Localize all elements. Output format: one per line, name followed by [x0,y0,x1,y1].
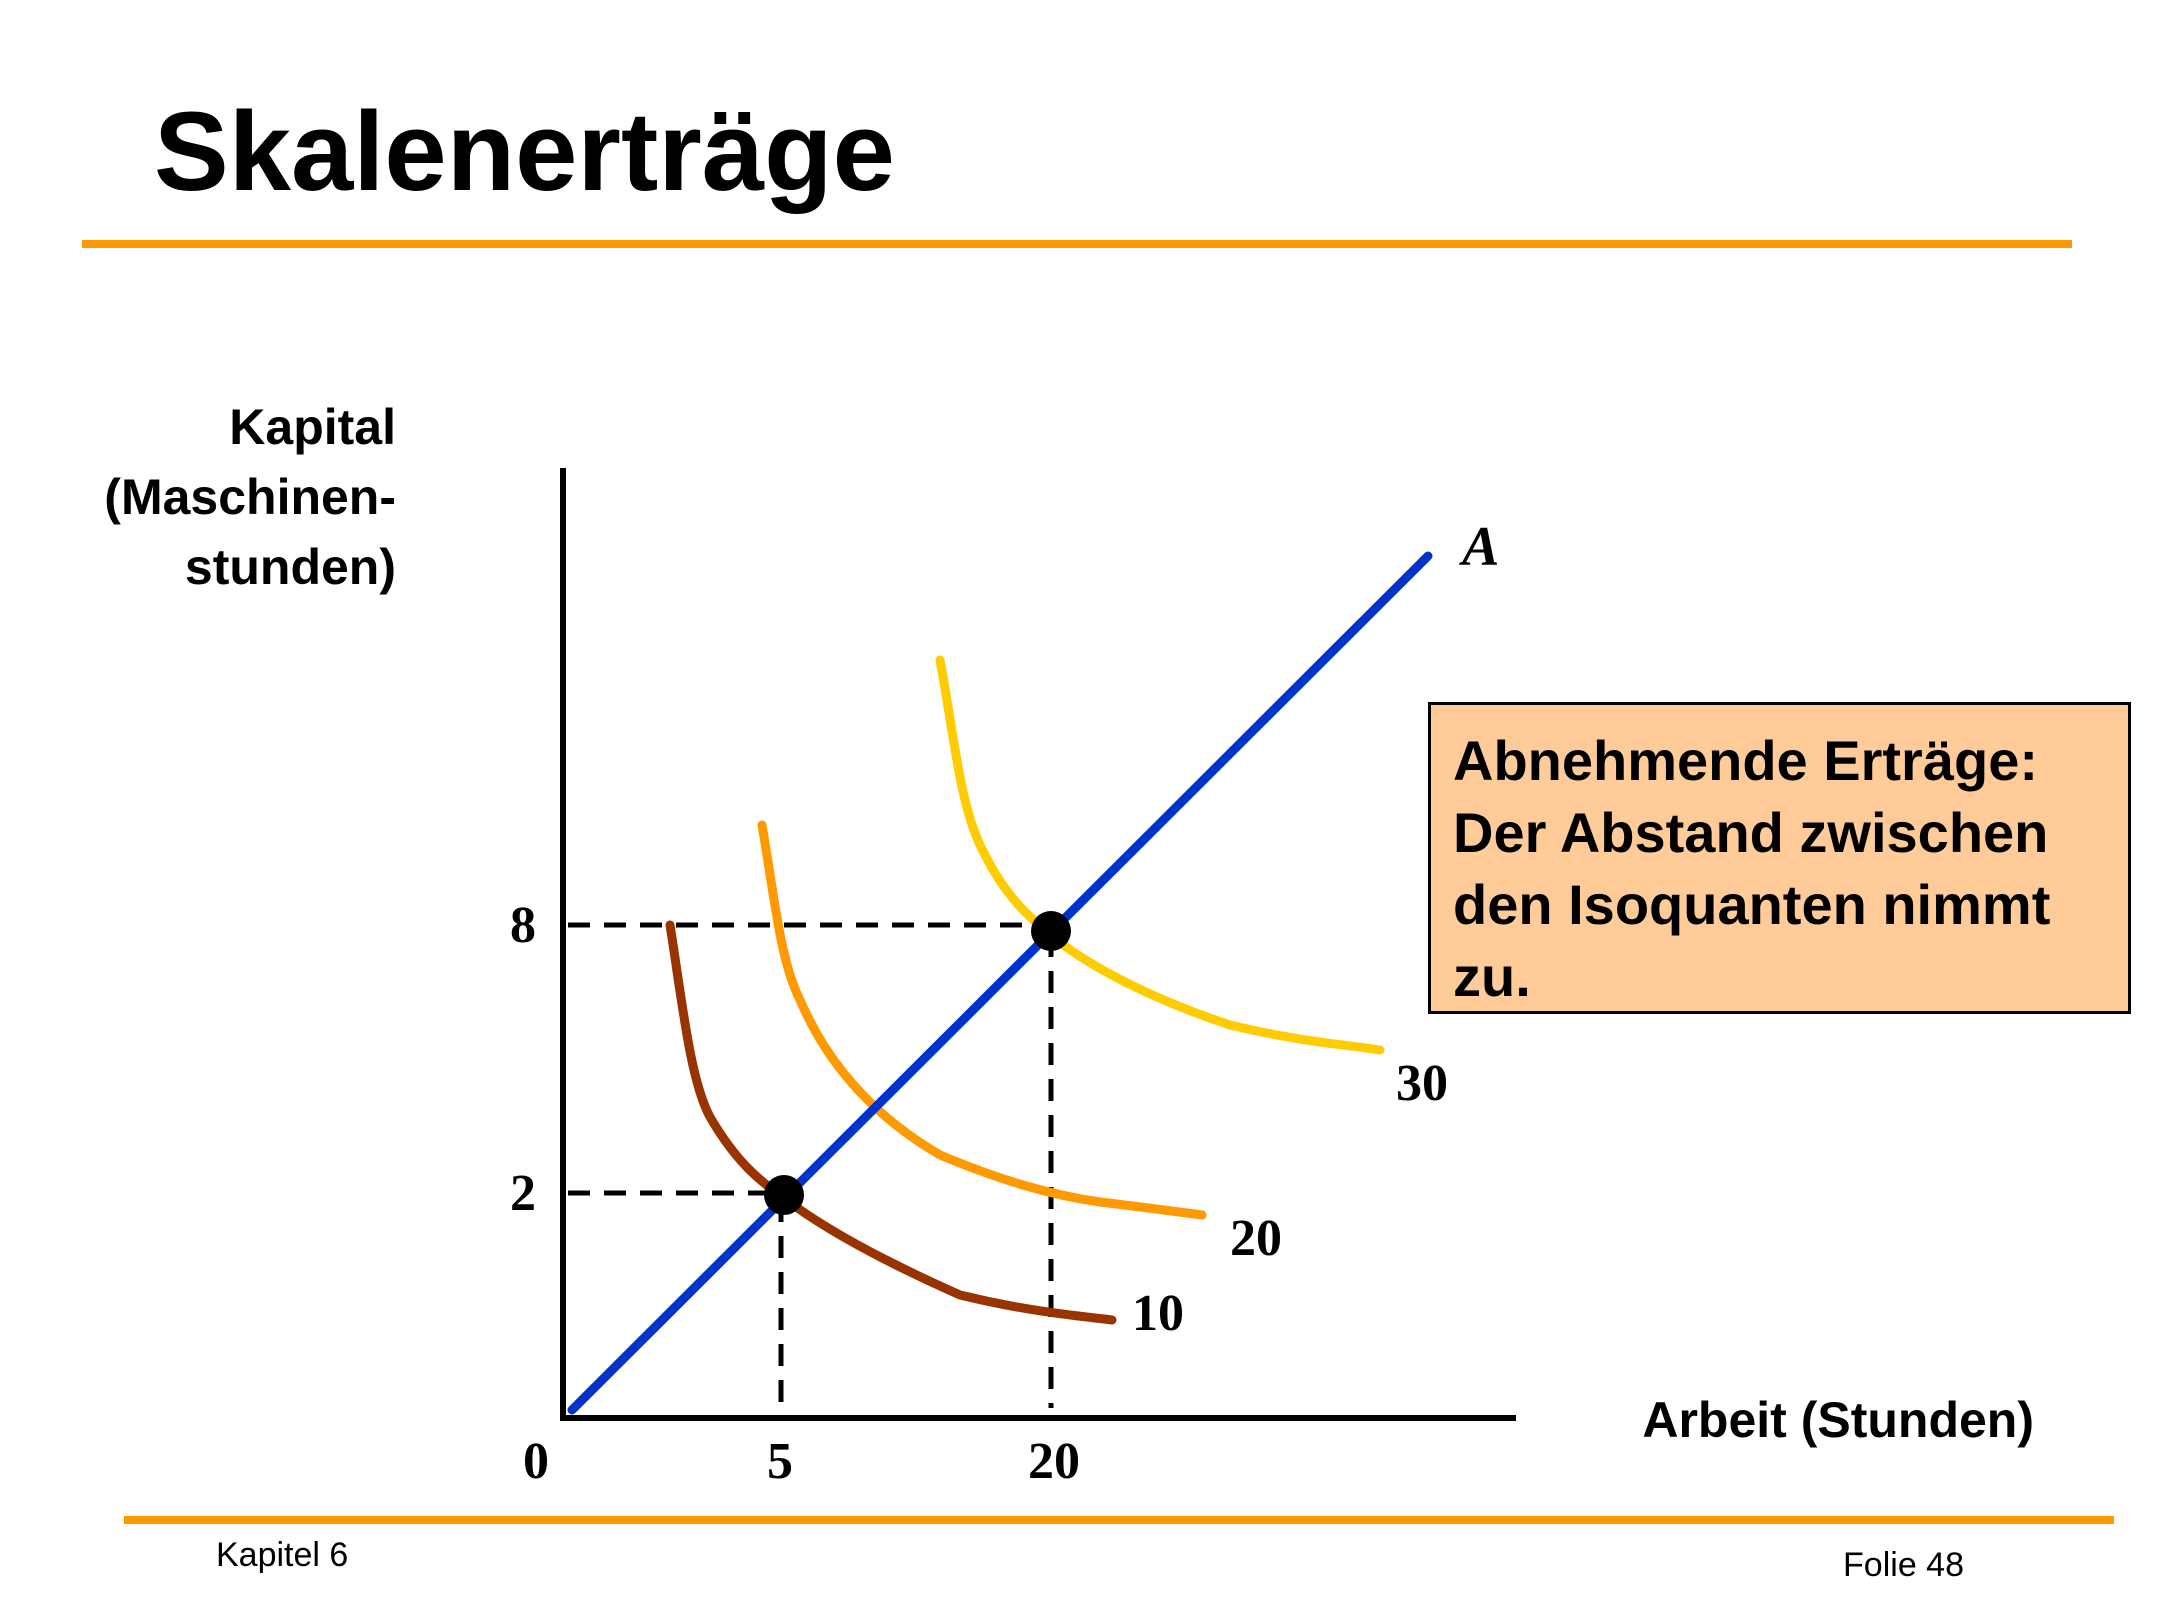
slide-number: Folie 48 [1843,1546,1964,1584]
expansion-path-ray [567,551,1433,1415]
x-tick-20: 20 [1028,1433,1080,1490]
annotation-line-1: Abnehmende Erträge: [1453,729,2038,792]
y-axis-label-line-2: (Maschinen- [104,469,396,525]
annotation-line-3: den Isoquanten nimmt [1453,873,2051,936]
point-20-8 [1031,911,1071,951]
isoquant-30-curve [935,655,1385,1055]
annotation-line-2: Der Abstand zwischen [1453,801,2049,864]
slide-title: Skalenerträge [154,89,895,214]
y-tick-2: 2 [510,1165,536,1222]
isoquant-10-label: 10 [1132,1285,1184,1342]
x-axis-label: Arbeit (Stunden) [1642,1392,2034,1448]
title-rule [82,240,2072,248]
origin-label: 0 [523,1433,549,1490]
footer-rule [124,1516,2114,1524]
isoquant-30-label: 30 [1396,1055,1448,1112]
y-axis-label-line-3: stunden) [184,539,396,595]
ray-label: A [1459,516,1499,578]
annotation-line-4: zu. [1453,945,1531,1008]
isoquant-20-curve [757,820,1207,1220]
chapter-label: Kapitel 6 [216,1536,349,1574]
y-axis-label-line-1: Kapital [229,399,396,455]
annotation-box: Abnehmende Erträge: Der Abstand zwischen… [1428,702,2131,1014]
point-5-2 [764,1175,804,1215]
x-tick-5: 5 [767,1433,793,1490]
y-axis-label: Kapital (Maschinen- stunden) [40,392,396,602]
y-tick-8: 8 [510,897,536,954]
isoquant-20-label: 20 [1230,1210,1282,1267]
